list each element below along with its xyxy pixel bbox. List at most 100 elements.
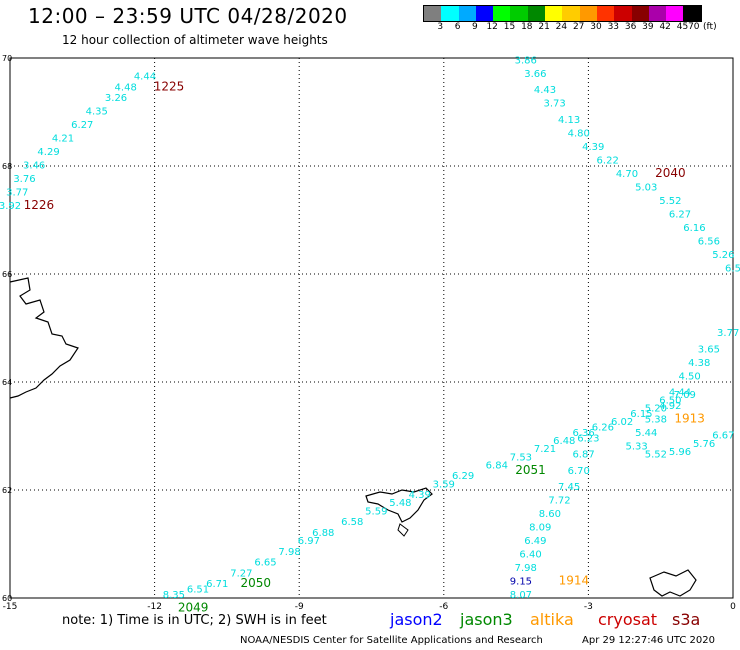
satellite-label: altika <box>530 610 574 629</box>
wave-height-value: 6.5 <box>725 263 740 274</box>
wave-height-value: 4.92 <box>659 401 681 412</box>
pass-time-label: 2051 <box>515 463 546 477</box>
wave-height-value: 3.76 <box>13 174 35 185</box>
legend-swatch <box>493 6 511 21</box>
wave-height-value: 3.77 <box>717 328 739 339</box>
wave-height-value: 6.36 <box>572 428 594 439</box>
wave-height-value: 4.80 <box>568 128 590 139</box>
wave-height-value: 4.48 <box>115 82 137 93</box>
map-frame <box>9 57 734 599</box>
satellite-label: jason3 <box>460 610 513 629</box>
wave-height-value: 5.26 <box>712 250 734 261</box>
wave-height-value: 5.33 <box>625 442 647 453</box>
wave-height-value: 4.38 <box>688 358 710 369</box>
wave-height-value: 6.71 <box>206 579 228 590</box>
legend-label: 42 <box>659 22 671 32</box>
map-subtitle: 12 hour collection of altimeter wave hei… <box>62 33 328 47</box>
y-tick-label: 66 <box>2 270 12 279</box>
wave-height-value: 4.43 <box>534 85 556 96</box>
legend-label: 27 <box>572 22 585 32</box>
wave-height-value: 5.03 <box>635 182 657 193</box>
wave-height-value: 6.58 <box>341 517 363 528</box>
legend-swatch <box>527 6 546 21</box>
wave-height-value: 5.44 <box>635 428 657 439</box>
y-tick-label: 60 <box>2 594 12 603</box>
wave-height-value: 6.88 <box>312 528 334 539</box>
legend-swatch <box>510 6 528 21</box>
legend-swatch <box>562 6 580 21</box>
wave-height-value: 6.65 <box>254 558 276 569</box>
wave-height-value: 8.35 <box>163 590 185 601</box>
wave-height-value: 9.15 <box>510 577 532 588</box>
legend-label: 36 <box>624 22 637 32</box>
wave-height-value: 5.59 <box>365 506 387 517</box>
legend-label: 6 <box>454 22 461 32</box>
wave-height-value: 4.39 <box>582 142 604 153</box>
wave-height-value: 6.49 <box>524 536 546 547</box>
wave-height-value: 7.27 <box>230 568 252 579</box>
wave-height-value: 6.23 <box>577 433 599 444</box>
legend-swatch <box>648 6 667 21</box>
pass-time-label: 2049 <box>178 601 209 615</box>
wave-height-value: 6.16 <box>683 223 705 234</box>
credit-text: NOAA/NESDIS Center for Satellite Applica… <box>240 635 543 646</box>
x-tick-label: -12 <box>147 602 162 612</box>
wave-height-value: 6.22 <box>597 155 619 166</box>
wave-height-value: 6.70 <box>568 466 590 477</box>
legend-swatch <box>579 6 597 21</box>
wave-height-value: 6.51 <box>187 585 209 596</box>
wave-height-value: 6.27 <box>71 120 93 131</box>
legend-swatch <box>683 6 701 21</box>
legend-swatch <box>614 6 632 21</box>
wave-height-value: 6.29 <box>452 471 474 482</box>
pass-time-label: 1225 <box>154 79 185 93</box>
legend-label: 15 <box>503 22 516 32</box>
wave-height-value: 3.65 <box>698 344 720 355</box>
legend-label: 3 <box>437 22 444 32</box>
wave-height-value: 4.29 <box>37 147 59 158</box>
wave-height-value: 4.50 <box>678 371 700 382</box>
satellite-label: cryosat <box>598 610 658 629</box>
legend-label: 18 <box>521 22 533 32</box>
legend-label: 30 <box>590 22 602 32</box>
map-title: 12:00 – 23:59 UTC 04/28/2020 <box>28 4 348 28</box>
wave-height-value: 6.48 <box>553 436 575 447</box>
greenland-coastline <box>9 277 79 399</box>
wave-height-value: 4.21 <box>52 134 74 145</box>
x-tick-label: -6 <box>439 602 448 612</box>
legend-label: 39 <box>642 22 654 32</box>
legend-unit: (ft) <box>703 22 717 32</box>
wave-height-value: 3.73 <box>544 99 566 110</box>
y-tick-label: 62 <box>2 486 12 495</box>
legend-swatch <box>424 6 442 21</box>
legend-label: 21 <box>538 22 550 32</box>
wave-height-value: 6.97 <box>298 536 320 547</box>
wave-height-value: 6.56 <box>698 236 720 247</box>
wave-height-value: 4.35 <box>86 107 108 118</box>
wave-height-value: 8.09 <box>529 523 551 534</box>
wave-height-value: 4.44 <box>134 72 156 83</box>
legend-label: 12 <box>486 22 498 32</box>
legend-label: 24 <box>555 22 568 32</box>
legend-label: 70 <box>688 22 700 32</box>
wave-height-value: 3.26 <box>105 93 127 104</box>
wave-height-value: 7.45 <box>558 482 580 493</box>
shetland-coastline <box>649 569 697 597</box>
x-tick-label: -3 <box>584 602 593 612</box>
wave-height-value: 3.46 <box>23 161 45 172</box>
color-legend <box>423 5 702 22</box>
legend-swatch <box>631 6 649 21</box>
satellite-label: s3a <box>672 610 701 629</box>
legend-swatch <box>475 6 494 21</box>
wave-height-value: 5.52 <box>659 196 681 207</box>
legend-swatch <box>666 6 684 21</box>
pass-time-label: 2040 <box>655 166 686 180</box>
legend-label: 33 <box>607 22 620 32</box>
pass-time-label: 1913 <box>674 412 705 426</box>
wave-height-value: 4.13 <box>558 115 580 126</box>
wave-height-value: 6.15 <box>630 409 652 420</box>
legend-swatch <box>596 6 615 21</box>
wave-height-value: 6.87 <box>572 450 594 461</box>
wave-height-value: 5.38 <box>645 415 667 426</box>
wave-height-value: 5.48 <box>389 498 411 509</box>
